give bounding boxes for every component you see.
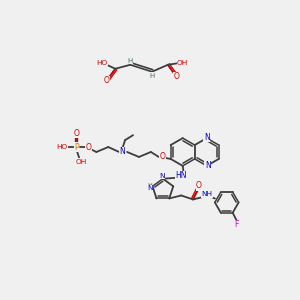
Text: O: O [196, 181, 202, 190]
Text: OH: OH [76, 159, 87, 165]
Text: HO: HO [96, 60, 107, 66]
Text: H: H [147, 183, 152, 188]
Text: P: P [74, 142, 79, 152]
Text: HN: HN [175, 171, 187, 180]
Text: H: H [149, 73, 154, 79]
Text: HO: HO [56, 144, 67, 150]
Text: N: N [205, 161, 211, 170]
Text: O: O [103, 76, 109, 85]
Text: O: O [85, 142, 91, 152]
Text: O: O [174, 72, 180, 81]
Text: N: N [147, 185, 152, 191]
Text: F: F [235, 220, 239, 229]
Text: NH: NH [201, 191, 212, 197]
Text: N: N [159, 173, 165, 179]
Text: N: N [119, 148, 125, 157]
Text: O: O [74, 129, 80, 138]
Text: OH: OH [177, 60, 188, 66]
Text: N: N [204, 133, 210, 142]
Text: H: H [128, 58, 133, 64]
Text: O: O [160, 152, 166, 161]
